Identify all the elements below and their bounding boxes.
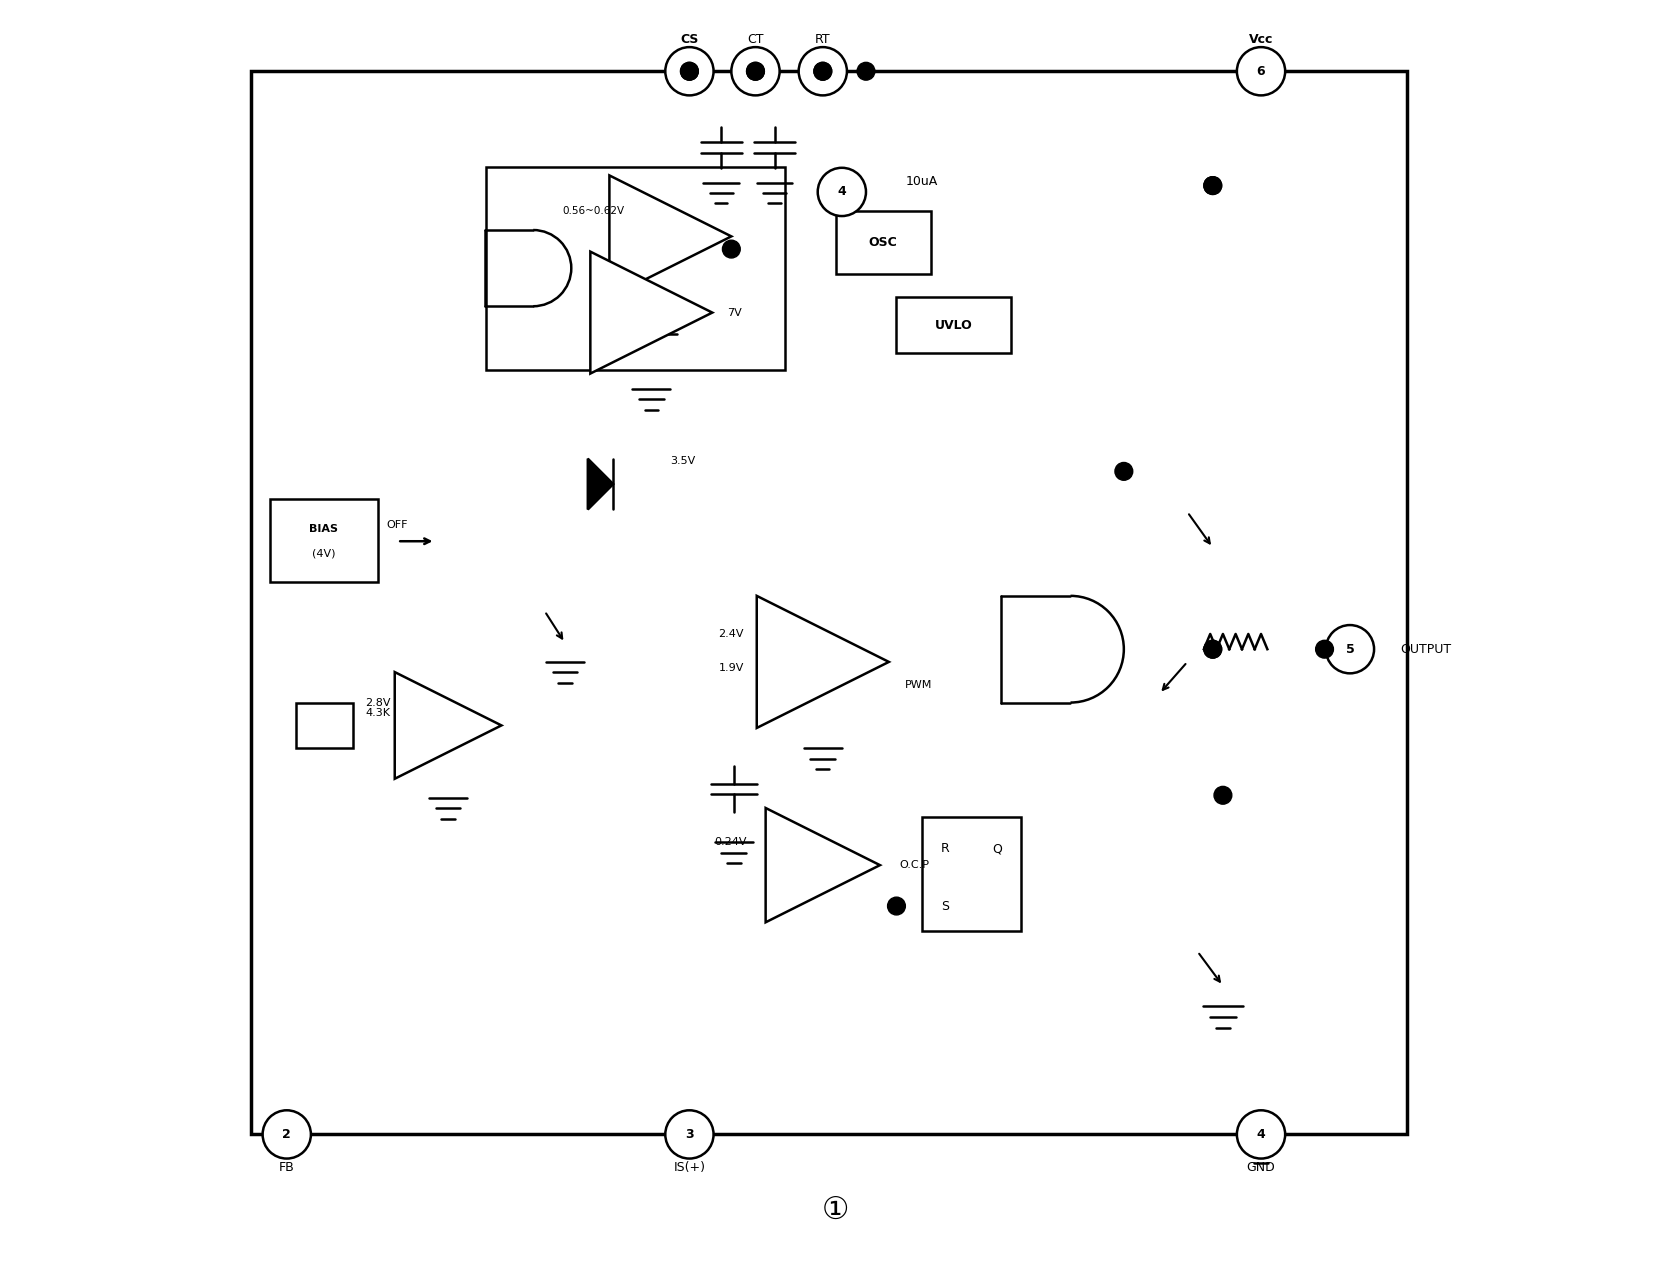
Circle shape <box>262 1110 311 1158</box>
Circle shape <box>1115 462 1133 480</box>
Polygon shape <box>765 808 881 923</box>
Text: 2: 2 <box>282 1128 291 1141</box>
Circle shape <box>857 62 876 80</box>
Text: FB: FB <box>279 1161 294 1174</box>
Text: S: S <box>941 900 949 913</box>
Circle shape <box>1315 640 1333 658</box>
Text: BIAS: BIAS <box>309 523 338 533</box>
Circle shape <box>1215 787 1232 805</box>
Text: 百度维修下载
www.gzverx.com: 百度维修下载 www.gzverx.com <box>735 589 936 633</box>
Text: 5: 5 <box>1345 643 1354 656</box>
Polygon shape <box>590 252 712 373</box>
Text: 2.4V: 2.4V <box>719 629 744 639</box>
Bar <box>922 817 1021 931</box>
Text: O.C.P: O.C.P <box>899 861 929 871</box>
Text: R: R <box>941 843 949 855</box>
Circle shape <box>1237 1110 1285 1158</box>
Text: OUTPUT: OUTPUT <box>1400 643 1452 656</box>
Bar <box>251 71 1407 1134</box>
Text: 10uA: 10uA <box>906 176 937 188</box>
Text: OFF: OFF <box>386 519 408 530</box>
Text: Q: Q <box>993 843 1003 855</box>
Circle shape <box>814 62 832 80</box>
Circle shape <box>1325 625 1374 673</box>
Text: 3: 3 <box>685 1128 693 1141</box>
Polygon shape <box>610 176 732 298</box>
Text: 8: 8 <box>685 65 693 78</box>
Text: 3.5V: 3.5V <box>670 456 695 466</box>
Bar <box>296 703 353 749</box>
Circle shape <box>747 62 764 80</box>
Circle shape <box>1203 640 1222 658</box>
Text: 4.3K: 4.3K <box>366 708 391 718</box>
Text: GND: GND <box>1247 1161 1275 1174</box>
Text: 7: 7 <box>750 65 760 78</box>
Circle shape <box>680 62 698 80</box>
Text: OSC: OSC <box>869 237 897 250</box>
Circle shape <box>1203 177 1222 195</box>
Circle shape <box>1237 47 1285 95</box>
Text: UVLO: UVLO <box>934 318 973 332</box>
Text: 0.24V: 0.24V <box>714 838 747 848</box>
Polygon shape <box>394 672 501 779</box>
Bar <box>896 298 1011 353</box>
Text: PWM: PWM <box>906 680 932 690</box>
Text: 4: 4 <box>837 186 846 199</box>
Polygon shape <box>757 596 889 728</box>
Text: CS: CS <box>680 33 698 46</box>
Polygon shape <box>588 458 613 509</box>
Circle shape <box>747 62 764 80</box>
Text: 6: 6 <box>1257 65 1265 78</box>
Circle shape <box>814 62 832 80</box>
Circle shape <box>1203 177 1222 195</box>
Text: 4: 4 <box>1257 1128 1265 1141</box>
Text: 1: 1 <box>819 65 827 78</box>
Circle shape <box>817 168 866 216</box>
Text: Vcc: Vcc <box>1248 33 1273 46</box>
Text: 7V: 7V <box>727 308 742 317</box>
Bar <box>486 167 785 369</box>
Circle shape <box>680 62 698 80</box>
Circle shape <box>732 47 780 95</box>
Text: 1.9V: 1.9V <box>719 663 744 673</box>
Text: IS(+): IS(+) <box>673 1161 705 1174</box>
Text: ①: ① <box>822 1197 849 1225</box>
Bar <box>271 499 378 582</box>
Bar <box>836 211 931 275</box>
Text: RT: RT <box>815 33 830 46</box>
Circle shape <box>887 897 906 915</box>
Circle shape <box>1203 640 1222 658</box>
Text: 2.8V: 2.8V <box>366 698 391 708</box>
Text: CT: CT <box>747 33 764 46</box>
Circle shape <box>665 47 714 95</box>
Circle shape <box>799 47 847 95</box>
Text: (4V): (4V) <box>312 549 336 559</box>
Circle shape <box>665 1110 714 1158</box>
Text: 0.56~0.62V: 0.56~0.62V <box>563 206 625 216</box>
Circle shape <box>722 241 740 258</box>
